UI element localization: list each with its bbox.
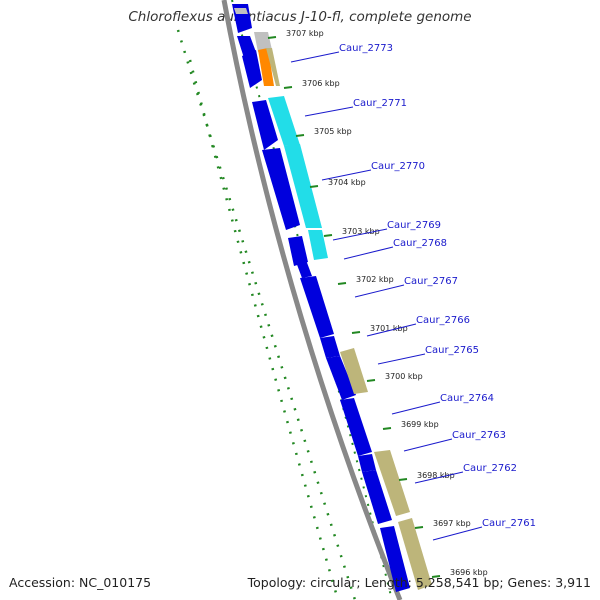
gene-label-leader (304, 106, 354, 117)
kbp-tick-mark (295, 134, 305, 137)
kbp-tick-label: 3704 kbp (328, 178, 366, 187)
cds-block (300, 276, 334, 338)
gene-label[interactable]: Caur_2763 (452, 430, 506, 441)
gene-label-leader (414, 471, 464, 484)
gene-label-leader (332, 228, 388, 241)
kbp-tick-label: 3701 kbp (370, 324, 408, 333)
cds-block (320, 336, 340, 358)
feature-block (266, 48, 280, 86)
feature-block (308, 230, 328, 260)
cds-block (362, 470, 392, 524)
kbp-tick-label: 3703 kbp (342, 227, 380, 236)
kbp-tick-mark (398, 478, 408, 481)
kbp-tick-mark (323, 234, 333, 237)
cds-block (296, 260, 312, 278)
genome-summary: Topology: circular; Length: 5,258,541 bp… (247, 575, 591, 590)
kbp-tick-label: 3707 kbp (286, 29, 324, 38)
gene-label[interactable]: Caur_2767 (404, 276, 458, 287)
gene-label[interactable]: Caur_2761 (482, 518, 536, 529)
cds-block (262, 148, 300, 230)
gene-label-leader (403, 438, 453, 452)
kbp-tick-label: 3698 kbp (417, 471, 455, 480)
gene-label-leader (377, 353, 426, 365)
cds-block (326, 356, 356, 400)
cds-block (234, 8, 248, 14)
kbp-tick-mark (431, 575, 441, 578)
gene-label[interactable]: Caur_2773 (339, 43, 393, 54)
accession-label: Accession: NC_010175 (9, 575, 152, 590)
gene-label[interactable]: Caur_2764 (440, 393, 494, 404)
kbp-tick-label: 3706 kbp (302, 79, 340, 88)
feature-block (254, 32, 272, 52)
feature-block (284, 144, 322, 228)
cds-block (340, 398, 372, 456)
cds-block (242, 50, 262, 88)
gene-label-leader (432, 526, 483, 541)
cds-block (380, 526, 410, 592)
gc-skew-track-inner (188, 59, 340, 600)
gene-label[interactable]: Caur_2771 (353, 98, 407, 109)
kbp-tick-mark (337, 282, 347, 285)
kbp-tick-mark (414, 526, 424, 529)
kbp-tick-label: 3702 kbp (356, 275, 394, 284)
kbp-tick-mark (382, 427, 392, 430)
kbp-tick-mark (351, 331, 361, 334)
kbp-tick-label: 3696 kbp (450, 568, 488, 577)
kbp-tick-mark (366, 379, 376, 382)
feature-block (398, 518, 432, 590)
kbp-tick-mark (267, 36, 277, 39)
gene-label[interactable]: Caur_2770 (371, 161, 425, 172)
cds-block (358, 454, 376, 472)
genome-backbone (221, 0, 403, 600)
gene-label[interactable]: Caur_2762 (463, 463, 517, 474)
cds-block (252, 100, 278, 150)
feature-block (258, 48, 274, 86)
feature-track (232, 4, 432, 592)
gene-label-leader (366, 323, 417, 337)
gene-label-leader (391, 401, 441, 415)
gene-label[interactable]: Caur_2768 (393, 238, 447, 249)
feature-block (374, 450, 410, 516)
cds-block (288, 236, 308, 266)
gene-label-leader (290, 51, 340, 63)
feature-block (340, 348, 368, 394)
map-title: Chloroflexus aurantiacus J-10-fl, comple… (128, 9, 472, 25)
gene-label[interactable]: Caur_2766 (416, 315, 470, 326)
gene-label[interactable]: Caur_2765 (425, 345, 479, 356)
kbp-tick-label: 3699 kbp (401, 420, 439, 429)
feature-block (268, 96, 300, 146)
kbp-ticks: 3707 kbp 3706 kbp 3705 kbp 3704 kbp 3703 kbp… (267, 29, 488, 578)
kbp-tick-mark (283, 86, 293, 89)
gene-label[interactable]: Caur_2769 (387, 220, 441, 231)
gene-label-leader (343, 246, 394, 260)
kbp-tick-label: 3700 kbp (385, 372, 423, 381)
kbp-tick-label: 3697 kbp (433, 519, 471, 528)
kbp-tick-label: 3705 kbp (314, 127, 352, 136)
gene-label-leader (321, 169, 372, 181)
gene-label-leader (354, 284, 405, 298)
kbp-tick-mark (309, 185, 319, 188)
gene-labels: Caur_2773 Caur_2771 Caur_2770 Caur_2769 Caur… (290, 43, 536, 541)
